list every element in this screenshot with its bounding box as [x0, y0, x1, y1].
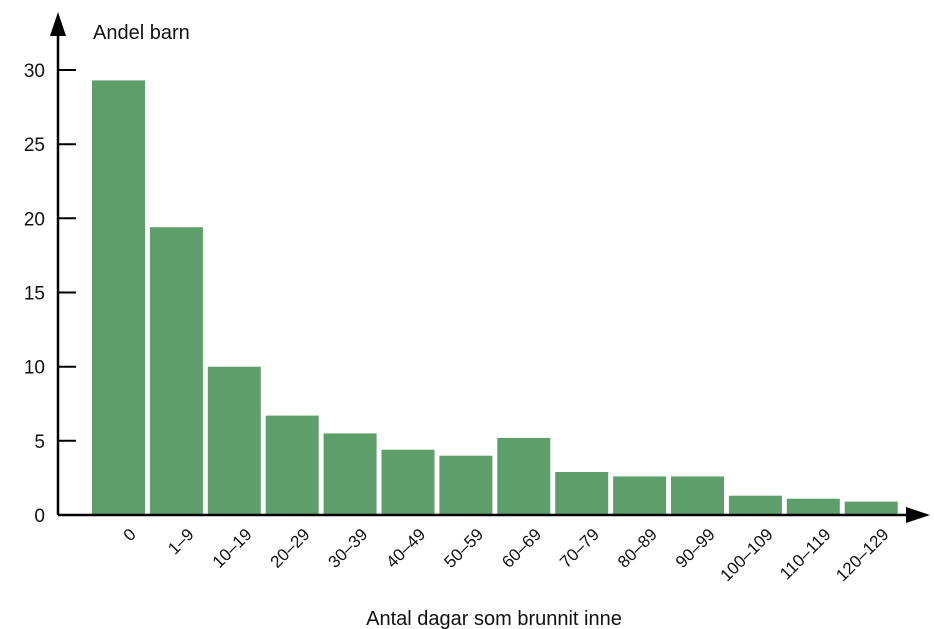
y-tick-label-25: 25: [24, 135, 45, 156]
bar-2: [207, 366, 261, 515]
bar-0: [92, 80, 145, 516]
y-axis-arrowhead: [50, 12, 66, 36]
y-tick-label-30: 30: [24, 61, 45, 82]
y-tick-label-5: 5: [34, 432, 45, 453]
y-axis: [50, 12, 66, 515]
x-tick-label-10: 90–99: [672, 525, 719, 572]
x-tick-label-11: 100–109: [716, 525, 776, 585]
y-tick-label-10: 10: [24, 358, 45, 379]
bar-3: [265, 415, 319, 515]
y-tick-label-15: 15: [24, 284, 45, 305]
x-tick-label-12: 110–119: [776, 525, 834, 583]
x-tick-label-9: 80–89: [614, 525, 661, 572]
x-tick-label-1: 1–9: [164, 525, 197, 558]
x-tick-label-4: 30–39: [325, 525, 372, 572]
x-tick-label-3: 20–29: [267, 525, 314, 572]
y-tick-label-0: 0: [34, 506, 45, 527]
x-tick-label-0: 0: [120, 525, 140, 545]
bars-group: [92, 80, 898, 516]
bar-4: [323, 433, 377, 515]
x-tick-label-13: 120–129: [832, 525, 892, 585]
bar-10: [671, 476, 724, 515]
x-tick-label-8: 70–79: [556, 525, 603, 572]
x-axis-label: Antal dagar som brunnit inne: [366, 608, 622, 629]
bar-13: [844, 501, 898, 515]
bar-12: [786, 498, 840, 515]
bar-8: [555, 472, 609, 515]
x-tick-label-7: 60–69: [498, 525, 545, 572]
x-tick-label-2: 10–19: [209, 525, 256, 572]
x-tick-label-6: 50–59: [440, 525, 487, 572]
bar-6: [439, 455, 493, 515]
bar-1: [149, 227, 203, 515]
x-ticks: 0 1–9 10–19 20–29 30–39 40–49 50–59 60–69 70–79 8…: [120, 525, 893, 585]
x-tick-label-5: 40–49: [382, 525, 429, 572]
bar-7: [497, 437, 551, 515]
x-axis: [58, 507, 930, 523]
y-tick-label-20: 20: [24, 209, 45, 230]
bar-9: [613, 476, 667, 515]
x-axis-arrowhead: [906, 507, 930, 523]
y-ticks: 0 5 10 15 20 25 30: [24, 61, 76, 527]
y-axis-label: Andel barn: [93, 22, 190, 44]
bar-11: [728, 495, 782, 515]
bar-5: [381, 449, 435, 515]
